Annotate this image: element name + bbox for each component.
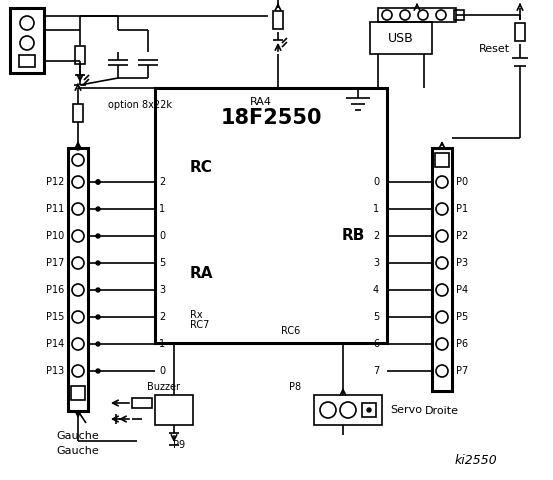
Text: P14: P14 — [46, 339, 64, 349]
Text: Servo: Servo — [390, 405, 422, 415]
Bar — [273, 11, 283, 29]
Bar — [75, 46, 85, 64]
Circle shape — [96, 342, 100, 346]
Bar — [362, 403, 376, 417]
Text: P13: P13 — [46, 366, 64, 376]
Bar — [68, 148, 88, 411]
Text: 5: 5 — [373, 312, 379, 322]
Text: Gauche: Gauche — [56, 446, 100, 456]
Bar — [71, 386, 85, 400]
Text: Buzzer: Buzzer — [148, 382, 180, 392]
Text: USB: USB — [388, 32, 414, 45]
Text: 7: 7 — [373, 366, 379, 376]
Text: 1: 1 — [159, 339, 165, 349]
Text: RC: RC — [190, 160, 213, 176]
Text: 0: 0 — [159, 366, 165, 376]
Circle shape — [96, 369, 100, 373]
Text: 2: 2 — [159, 177, 165, 187]
Bar — [432, 148, 452, 391]
Text: P6: P6 — [456, 339, 468, 349]
Text: 1: 1 — [373, 204, 379, 214]
Bar — [73, 104, 83, 122]
Text: ki2550: ki2550 — [455, 454, 498, 467]
Text: P2: P2 — [456, 231, 468, 241]
Text: 0: 0 — [159, 231, 165, 241]
Text: 0: 0 — [373, 177, 379, 187]
Bar — [314, 395, 382, 425]
Text: RC6: RC6 — [281, 326, 300, 336]
Text: 6: 6 — [373, 339, 379, 349]
Text: P10: P10 — [46, 231, 64, 241]
Text: P5: P5 — [456, 312, 468, 322]
Text: RB: RB — [342, 228, 366, 243]
Bar — [155, 88, 387, 343]
Text: P16: P16 — [46, 285, 64, 295]
Bar — [454, 10, 464, 20]
Text: RA: RA — [190, 265, 213, 280]
Bar — [132, 398, 152, 408]
Text: 3: 3 — [159, 285, 165, 295]
Text: 2: 2 — [373, 231, 379, 241]
Circle shape — [367, 408, 371, 412]
Text: 18F2550: 18F2550 — [220, 108, 322, 128]
Text: RA4: RA4 — [250, 97, 272, 107]
Circle shape — [96, 207, 100, 211]
Circle shape — [96, 180, 100, 184]
Text: P17: P17 — [46, 258, 64, 268]
Circle shape — [96, 288, 100, 292]
Text: 5: 5 — [159, 258, 165, 268]
Bar — [10, 8, 44, 73]
Bar — [370, 22, 432, 54]
Text: option 8x22k: option 8x22k — [108, 100, 172, 110]
Text: 1: 1 — [159, 204, 165, 214]
Text: P12: P12 — [46, 177, 64, 187]
Circle shape — [96, 234, 100, 238]
Bar — [19, 55, 35, 67]
Text: P1: P1 — [456, 204, 468, 214]
Text: Droite: Droite — [425, 406, 459, 416]
Text: Reset: Reset — [479, 44, 510, 54]
Text: Rx: Rx — [190, 310, 202, 320]
Bar — [435, 153, 449, 167]
Circle shape — [96, 180, 100, 184]
Text: P9: P9 — [173, 440, 185, 450]
Text: 2: 2 — [159, 312, 165, 322]
Circle shape — [76, 146, 80, 150]
Bar — [378, 8, 456, 22]
Text: RC7: RC7 — [190, 320, 210, 330]
Bar — [155, 395, 193, 425]
Text: 3: 3 — [373, 258, 379, 268]
Text: P3: P3 — [456, 258, 468, 268]
Text: P11: P11 — [46, 204, 64, 214]
Circle shape — [96, 261, 100, 265]
Text: 4: 4 — [373, 285, 379, 295]
Bar — [515, 23, 525, 41]
Circle shape — [96, 315, 100, 319]
Text: P15: P15 — [46, 312, 64, 322]
Text: Gauche: Gauche — [56, 431, 100, 441]
Text: P4: P4 — [456, 285, 468, 295]
Text: P7: P7 — [456, 366, 468, 376]
Text: P8: P8 — [289, 382, 301, 392]
Text: P0: P0 — [456, 177, 468, 187]
